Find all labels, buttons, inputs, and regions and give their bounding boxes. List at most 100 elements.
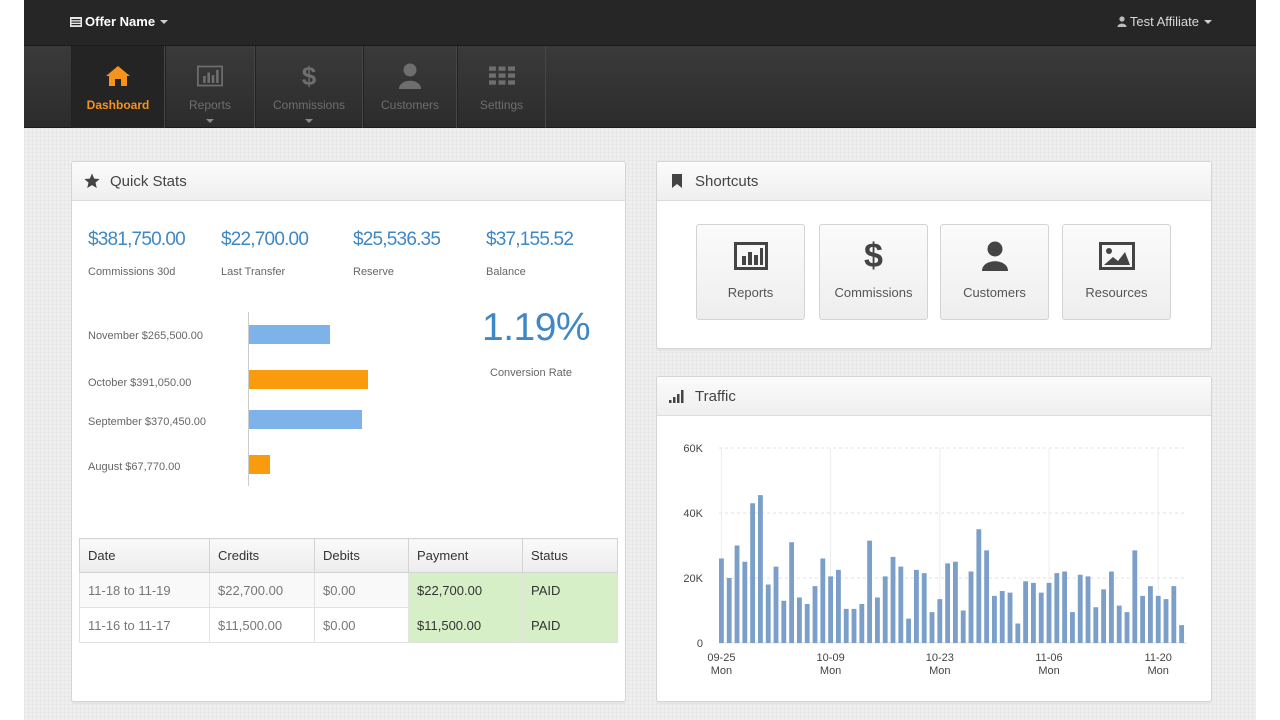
traffic-bar[interactable]: [812, 586, 818, 643]
column-header[interactable]: Credits: [209, 538, 315, 573]
traffic-bar[interactable]: [906, 618, 912, 643]
chevron-down-icon: [1204, 19, 1212, 24]
traffic-bar[interactable]: [851, 608, 857, 643]
month-bar: [249, 370, 368, 389]
nav-item-dashboard[interactable]: Dashboard: [71, 46, 165, 128]
traffic-bar[interactable]: [960, 610, 966, 644]
traffic-bar[interactable]: [719, 558, 724, 644]
traffic-bar[interactable]: [929, 612, 935, 643]
column-header[interactable]: Date: [79, 538, 210, 573]
shortcut-reports[interactable]: Reports: [696, 224, 805, 320]
traffic-bar[interactable]: [726, 578, 732, 643]
traffic-bar[interactable]: [758, 495, 763, 643]
bar-chart-icon: [733, 242, 768, 270]
traffic-bar[interactable]: [1124, 612, 1130, 643]
traffic-bar[interactable]: [1023, 581, 1029, 643]
traffic-bar[interactable]: [1140, 595, 1146, 643]
image-icon: [1098, 242, 1135, 270]
traffic-bar[interactable]: [820, 558, 826, 644]
offer-name-label: Offer Name: [85, 14, 156, 29]
traffic-bar[interactable]: [1077, 574, 1083, 643]
traffic-bar[interactable]: [914, 569, 919, 643]
nav-item-settings[interactable]: Settings: [457, 46, 546, 128]
traffic-bar[interactable]: [968, 571, 974, 644]
x-tick-label: 11-06: [1035, 652, 1062, 664]
traffic-bar[interactable]: [804, 604, 810, 643]
offer-name-dropdown[interactable]: Offer Name: [70, 14, 169, 29]
column-header[interactable]: Payment: [408, 538, 523, 573]
traffic-bar[interactable]: [1062, 571, 1068, 644]
traffic-bar[interactable]: [992, 595, 997, 643]
traffic-bar[interactable]: [953, 561, 958, 643]
nav-item-reports[interactable]: Reports: [165, 46, 255, 128]
column-header[interactable]: Debits: [314, 538, 409, 573]
traffic-bar[interactable]: [945, 563, 951, 643]
user-name-label: Test Affiliate: [1129, 14, 1199, 29]
traffic-bar[interactable]: [1085, 576, 1091, 643]
traffic-bar[interactable]: [1093, 607, 1099, 643]
traffic-bar[interactable]: [843, 608, 849, 643]
panel-title: Shortcuts: [695, 172, 759, 190]
nav-item-customers[interactable]: Customers: [363, 46, 457, 128]
traffic-bar[interactable]: [750, 503, 756, 643]
traffic-bar[interactable]: [1109, 571, 1114, 644]
traffic-bar[interactable]: [734, 545, 740, 644]
traffic-bar[interactable]: [1179, 625, 1185, 643]
shortcut-customers[interactable]: Customers: [940, 224, 1049, 320]
traffic-bar[interactable]: [1132, 550, 1138, 643]
cell-date: 11-18 to 11-19: [79, 572, 210, 608]
stat-label: Commissions 30d: [88, 266, 176, 278]
bookmark-icon: [672, 174, 682, 188]
traffic-bar[interactable]: [742, 561, 748, 643]
traffic-bar[interactable]: [867, 540, 873, 643]
nav-item-commissions[interactable]: $ Commissions: [255, 46, 363, 128]
traffic-bar[interactable]: [921, 573, 927, 643]
traffic-bar[interactable]: [1116, 605, 1122, 643]
month-bar-label: October $391,050.00: [88, 377, 192, 389]
traffic-bar[interactable]: [1155, 595, 1161, 643]
traffic-bar[interactable]: [1171, 586, 1177, 643]
traffic-bar[interactable]: [797, 597, 802, 644]
traffic-bar[interactable]: [976, 529, 982, 643]
chevron-down-icon: [305, 119, 313, 123]
user-menu-dropdown[interactable]: Test Affiliate: [1117, 14, 1212, 29]
traffic-bar[interactable]: [882, 576, 888, 643]
table-row: 11-18 to 11-19 $22,700.00 $0.00 $22,700.…: [79, 572, 618, 608]
top-bar: Offer Name Test Affiliate: [24, 0, 1256, 46]
traffic-bar[interactable]: [765, 584, 771, 644]
stat-label: Balance: [486, 266, 526, 278]
traffic-bar[interactable]: [1007, 592, 1013, 643]
traffic-bar[interactable]: [1148, 586, 1153, 643]
x-tick-label: 10-09: [817, 652, 845, 664]
traffic-bar[interactable]: [1070, 612, 1075, 643]
traffic-bar[interactable]: [1038, 592, 1044, 643]
traffic-bar[interactable]: [781, 600, 787, 643]
traffic-bar[interactable]: [875, 597, 880, 644]
shortcut-resources[interactable]: Resources: [1062, 224, 1171, 320]
traffic-bar[interactable]: [1046, 582, 1052, 643]
shortcut-commissions[interactable]: $ Commissions: [819, 224, 928, 320]
shortcut-label: Commissions: [834, 285, 913, 300]
traffic-bar[interactable]: [789, 542, 795, 643]
traffic-bar[interactable]: [898, 566, 904, 643]
dollar-icon: $: [864, 236, 883, 275]
stat-reserve: $25,536.35 Reserve: [353, 229, 441, 278]
traffic-bar[interactable]: [1101, 589, 1107, 643]
traffic-bar[interactable]: [836, 569, 841, 643]
traffic-bar[interactable]: [773, 566, 779, 643]
traffic-bar[interactable]: [1054, 573, 1060, 643]
traffic-bar[interactable]: [1163, 599, 1169, 643]
y-tick-label: 40K: [683, 508, 703, 520]
traffic-bar[interactable]: [1031, 582, 1036, 643]
traffic-bar[interactable]: [828, 576, 834, 643]
traffic-bar[interactable]: [937, 599, 943, 643]
column-header[interactable]: Status: [522, 538, 618, 573]
traffic-bar[interactable]: [984, 550, 990, 643]
traffic-bar[interactable]: [859, 604, 865, 643]
traffic-bar[interactable]: [1015, 623, 1021, 644]
list-icon: [70, 16, 82, 27]
traffic-bar[interactable]: [999, 591, 1005, 643]
traffic-bar[interactable]: [890, 556, 896, 643]
month-bar-axis: [248, 312, 249, 486]
shortcut-label: Resources: [1085, 285, 1148, 300]
